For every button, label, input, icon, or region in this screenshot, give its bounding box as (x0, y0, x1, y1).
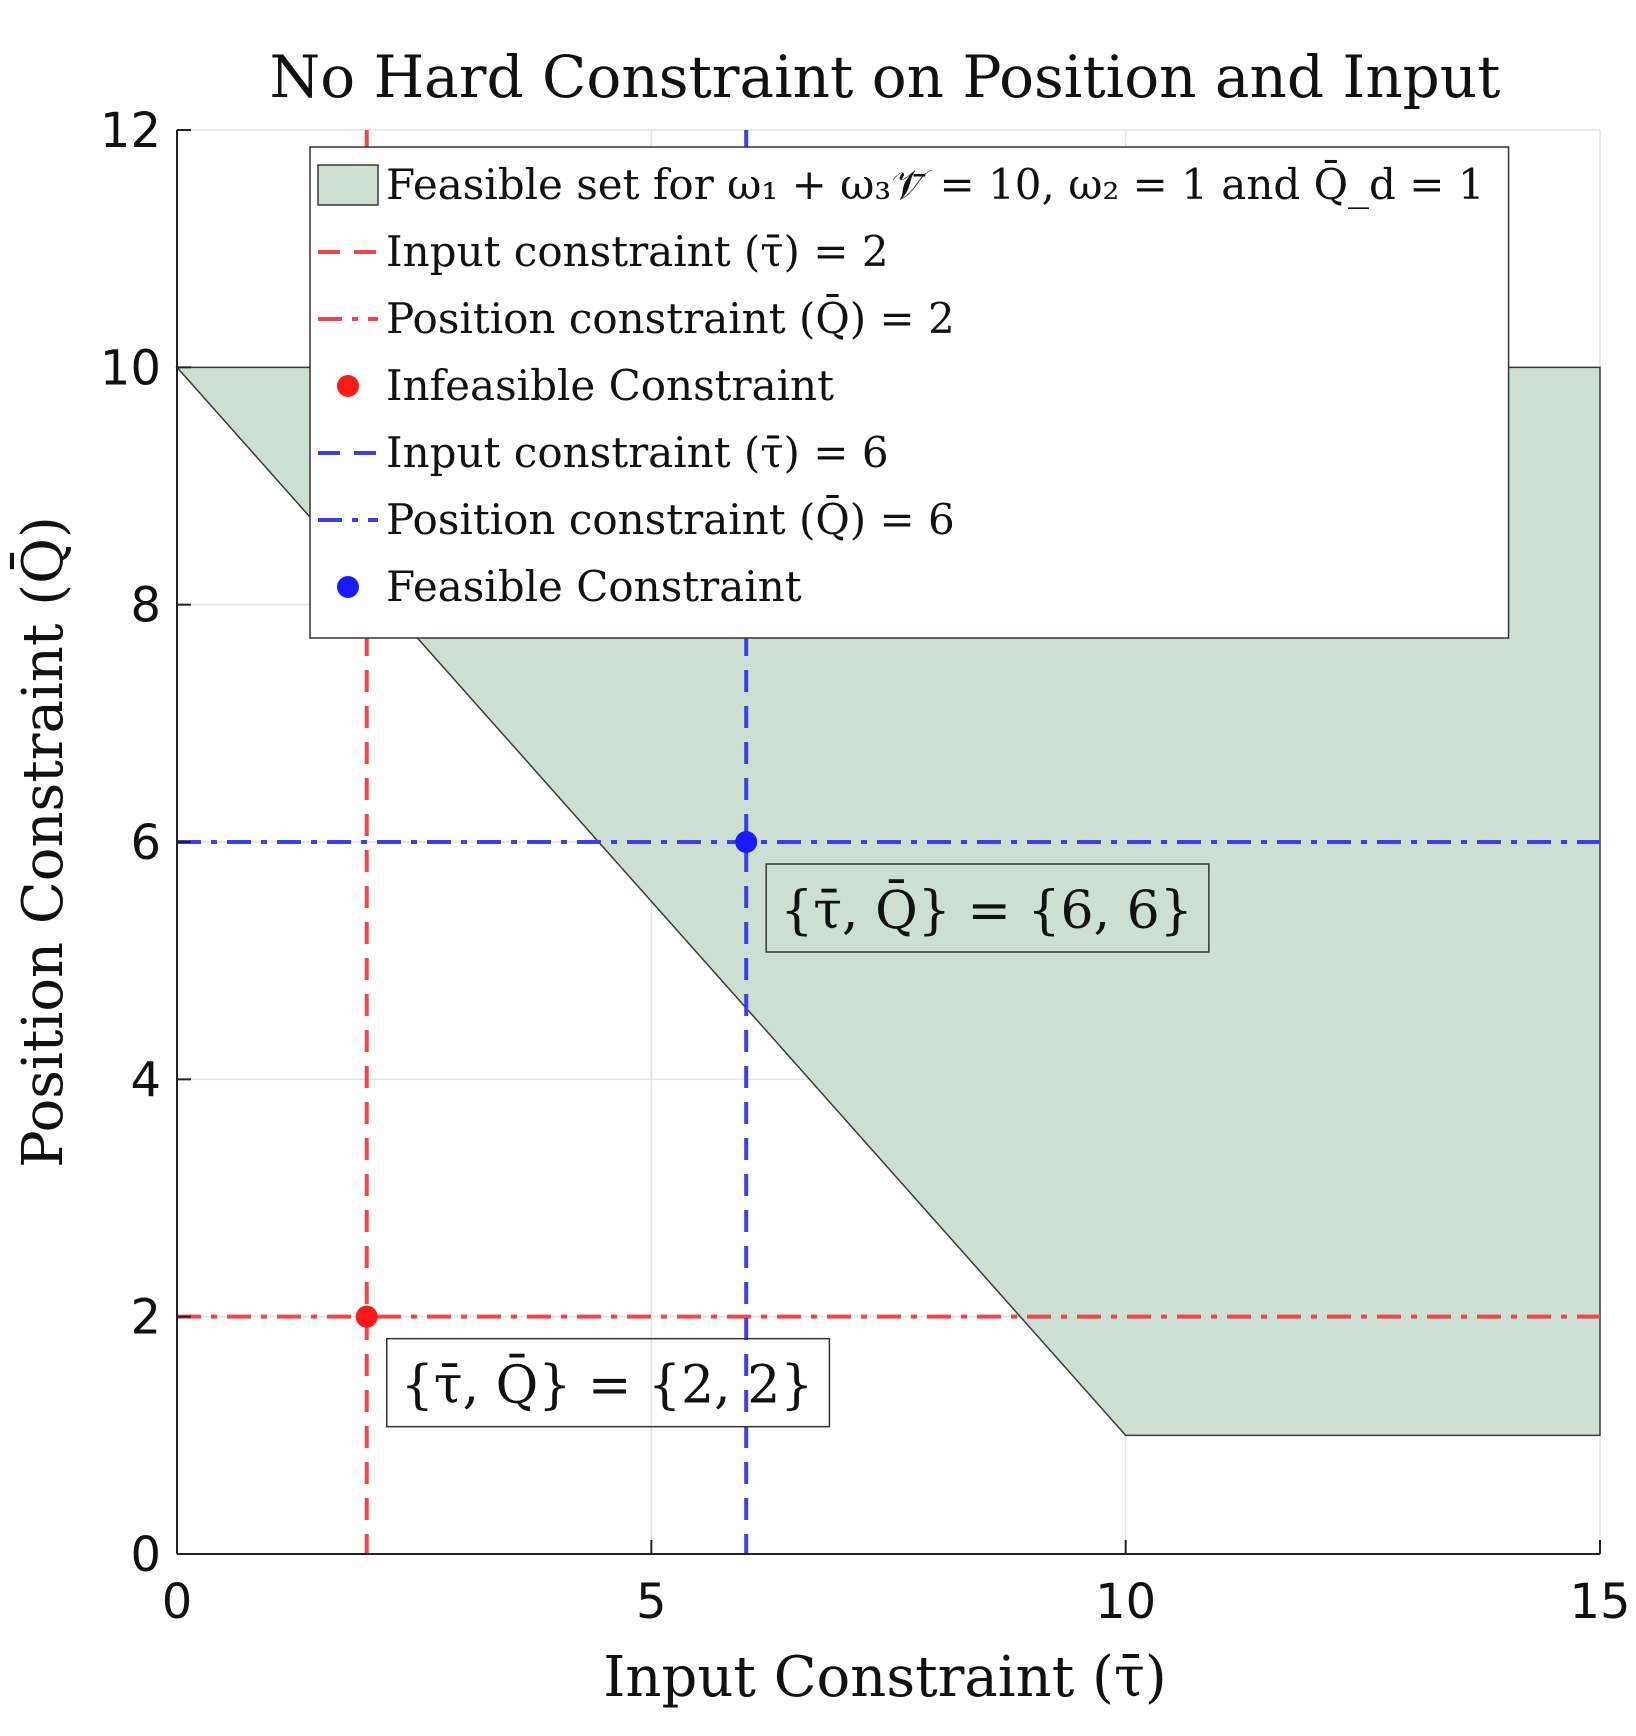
x-tick-label: 5 (636, 1574, 667, 1630)
legend-swatch (317, 164, 379, 206)
legend-label: Input constraint (τ̄) = 6 (386, 428, 889, 477)
plot-axes (176, 129, 1601, 1555)
x-tick-label: 0 (162, 1574, 193, 1630)
legend-box (309, 146, 1510, 639)
y-tick-label: 4 (130, 1052, 161, 1108)
annotation-text: {τ̄, Q̄} = {2, 2} (401, 1354, 814, 1415)
y-tick-label: 2 (130, 1290, 161, 1346)
annotation-frame (765, 863, 1210, 953)
chart-title: No Hard Constraint on Position and Input (270, 43, 1501, 111)
y-tick-label: 12 (100, 103, 161, 159)
tick-labels: 0 5 10 15 0 2 4 6 8 10 12 (100, 103, 1631, 1630)
legend-label: Feasible Constraint (386, 562, 802, 611)
legend-entry: Input constraint (τ̄) = 6 (318, 428, 889, 477)
constraint-points (355, 831, 758, 1328)
legend-entry: Feasible set for ω₁ + ω₃𝒱̄ = 10, ω₂ = 1 … (317, 158, 1485, 209)
legend-entry: Feasible Constraint (337, 562, 802, 611)
annotation-text: {τ̄, Q̄} = {6, 6} (780, 880, 1193, 941)
y-tick-label: 0 (130, 1527, 161, 1583)
legend-marker (337, 375, 359, 397)
annotation-box: {τ̄, Q̄} = {2, 2} (385, 1337, 831, 1428)
legend-entry: Input constraint (τ̄) = 2 (318, 227, 889, 276)
legend-label: Position constraint (Q̄) = 2 (386, 292, 955, 343)
legend-label: Position constraint (Q̄) = 6 (386, 493, 955, 544)
legend: Feasible set for ω₁ + ω₃𝒱̄ = 10, ω₂ = 1 … (309, 146, 1510, 639)
annotation-box: {τ̄, Q̄} = {6, 6} (765, 863, 1210, 953)
x-tick-label: 10 (1095, 1574, 1156, 1630)
x-axis-label: Input Constraint (τ̄) (603, 1645, 1166, 1710)
legend-label: Feasible set for ω₁ + ω₃𝒱̄ = 10, ω₂ = 1 … (386, 158, 1485, 209)
x-tick-label: 15 (1569, 1574, 1630, 1630)
y-tick-label: 10 (100, 340, 161, 396)
y-tick-label: 8 (130, 578, 161, 634)
constraint-point (355, 1305, 378, 1328)
legend-label: Input constraint (τ̄) = 2 (386, 227, 889, 276)
legend-entry: Position constraint (Q̄) = 2 (318, 292, 955, 343)
constraint-point (735, 831, 758, 853)
legend-label: Infeasible Constraint (386, 361, 834, 410)
legend-marker (337, 576, 359, 598)
legend-entry: Infeasible Constraint (337, 361, 834, 410)
annotation-frame (385, 1337, 831, 1428)
annotations: {τ̄, Q̄} = {6, 6} {τ̄, Q̄} = {2, 2} (385, 863, 1210, 1428)
legend-entry: Position constraint (Q̄) = 6 (318, 493, 955, 544)
y-axis-label: Position Constraint (Q̄) (9, 516, 76, 1168)
y-tick-label: 6 (130, 815, 161, 871)
